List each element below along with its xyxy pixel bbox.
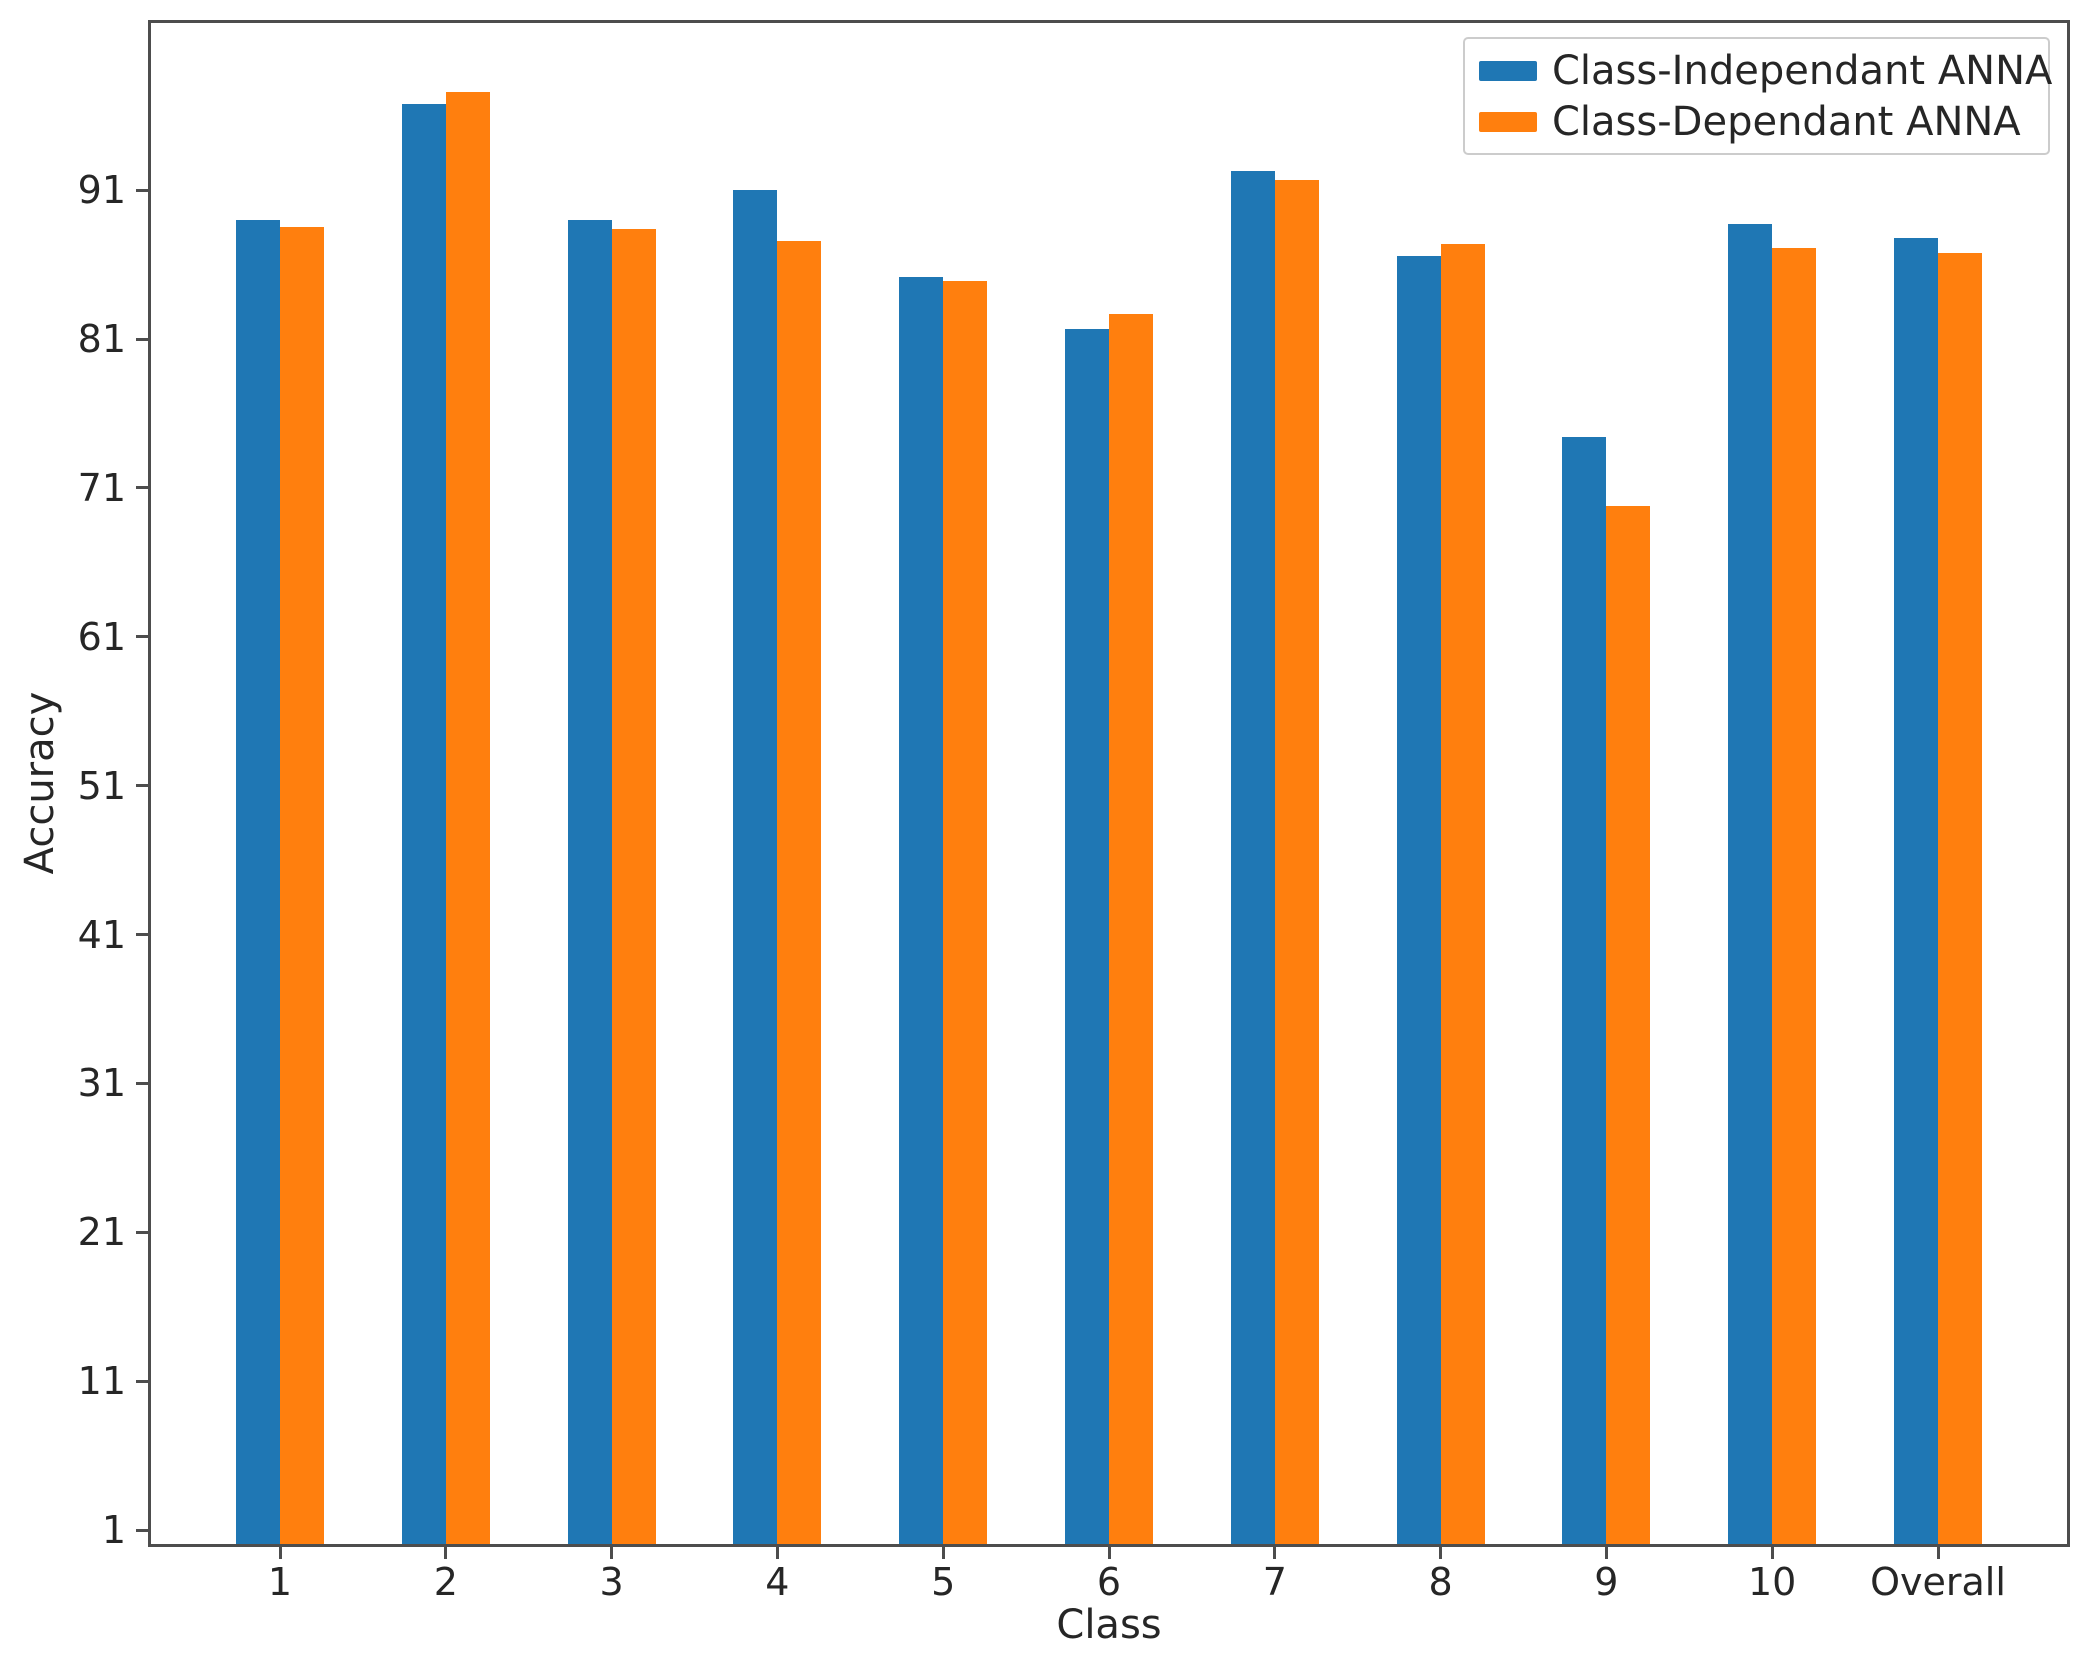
bar-series1-1	[280, 227, 324, 1545]
x-tick-mark-10	[1770, 1545, 1774, 1559]
y-tick-mark-81	[136, 337, 149, 341]
bar-series0-8	[1396, 255, 1441, 1545]
x-tick-mark-8	[1439, 1545, 1443, 1559]
bar-series0-2	[401, 103, 446, 1545]
x-tick-mark-overall	[1936, 1545, 1940, 1559]
legend-row-0: Class-Independant ANNA	[1479, 48, 2052, 94]
y-axis-label: Accuracy	[17, 691, 63, 875]
bar-series0-5	[899, 276, 944, 1545]
bar-series1-10	[1772, 248, 1817, 1545]
y-tick-mark-91	[136, 188, 149, 192]
legend-swatch-icon-1	[1479, 111, 1537, 132]
x-tick-label-1: 1	[267, 1560, 293, 1604]
y-tick-mark-11	[136, 1379, 149, 1383]
x-tick-label-3: 3	[599, 1560, 624, 1604]
bar-series0-10	[1728, 224, 1773, 1545]
y-tick-mark-1	[136, 1528, 149, 1532]
y-tick-mark-51	[136, 784, 149, 788]
x-tick-label-4: 4	[765, 1560, 790, 1604]
bar-series1-6	[1109, 313, 1153, 1545]
bar-series1-3	[611, 228, 656, 1545]
bar-series1-2	[445, 91, 490, 1545]
x-tick-mark-1	[278, 1545, 282, 1559]
bar-series0-7	[1230, 170, 1275, 1545]
x-tick-mark-9	[1604, 1545, 1608, 1559]
y-tick-label-41: 41	[77, 912, 126, 957]
x-tick-label-2: 2	[433, 1560, 458, 1604]
x-tick-mark-5	[941, 1545, 945, 1559]
bar-series1-5	[943, 281, 988, 1545]
bar-series1-8	[1440, 243, 1485, 1545]
bar-series1-7	[1274, 179, 1319, 1545]
y-tick-mark-31	[136, 1081, 149, 1085]
x-tick-label-5: 5	[931, 1560, 956, 1604]
x-tick-label-8: 8	[1428, 1560, 1453, 1604]
y-tick-label-11: 11	[77, 1359, 126, 1404]
y-tick-mark-21	[136, 1230, 149, 1234]
x-tick-label-6: 6	[1096, 1560, 1122, 1604]
y-tick-label-1: 1	[101, 1508, 126, 1553]
y-tick-label-71: 71	[77, 465, 126, 510]
bar-series0-overall	[1894, 237, 1938, 1545]
legend-label-0: Class-Independant ANNA	[1552, 47, 2053, 94]
x-tick-mark-3	[610, 1545, 614, 1559]
x-tick-mark-7	[1273, 1545, 1277, 1559]
x-tick-mark-2	[444, 1545, 448, 1559]
x-tick-mark-6	[1107, 1545, 1111, 1559]
bar-series1-4	[777, 240, 822, 1545]
bar-series0-6	[1065, 328, 1109, 1545]
y-tick-label-91: 91	[77, 168, 126, 213]
y-tick-label-81: 81	[77, 317, 126, 362]
x-axis-label: Class	[1056, 1602, 1162, 1648]
bar-series0-9	[1562, 437, 1607, 1545]
x-tick-label-10: 10	[1748, 1560, 1797, 1604]
y-tick-label-31: 31	[77, 1061, 126, 1106]
legend-swatch-icon-0	[1479, 60, 1537, 81]
y-tick-mark-41	[136, 933, 149, 937]
y-tick-label-51: 51	[77, 763, 126, 808]
x-tick-label-9: 9	[1594, 1560, 1619, 1604]
bar-series0-4	[733, 190, 778, 1545]
y-tick-mark-71	[136, 486, 149, 490]
y-tick-label-21: 21	[77, 1210, 126, 1255]
legend-label-1: Class-Dependant ANNA	[1552, 98, 2021, 145]
x-tick-label-7: 7	[1262, 1560, 1287, 1604]
x-tick-mark-4	[775, 1545, 779, 1559]
bar-series1-9	[1606, 505, 1651, 1545]
bar-series1-overall	[1938, 252, 1982, 1545]
y-tick-label-61: 61	[77, 614, 126, 659]
y-tick-mark-61	[136, 635, 149, 639]
bar-series0-3	[567, 220, 612, 1545]
legend: Class-Independant ANNA Class-Dependant AN…	[1463, 37, 2052, 155]
x-tick-label-overall: Overall	[1870, 1560, 2006, 1604]
legend-row-1: Class-Dependant ANNA	[1479, 99, 2034, 145]
bar-series0-1	[236, 220, 280, 1545]
